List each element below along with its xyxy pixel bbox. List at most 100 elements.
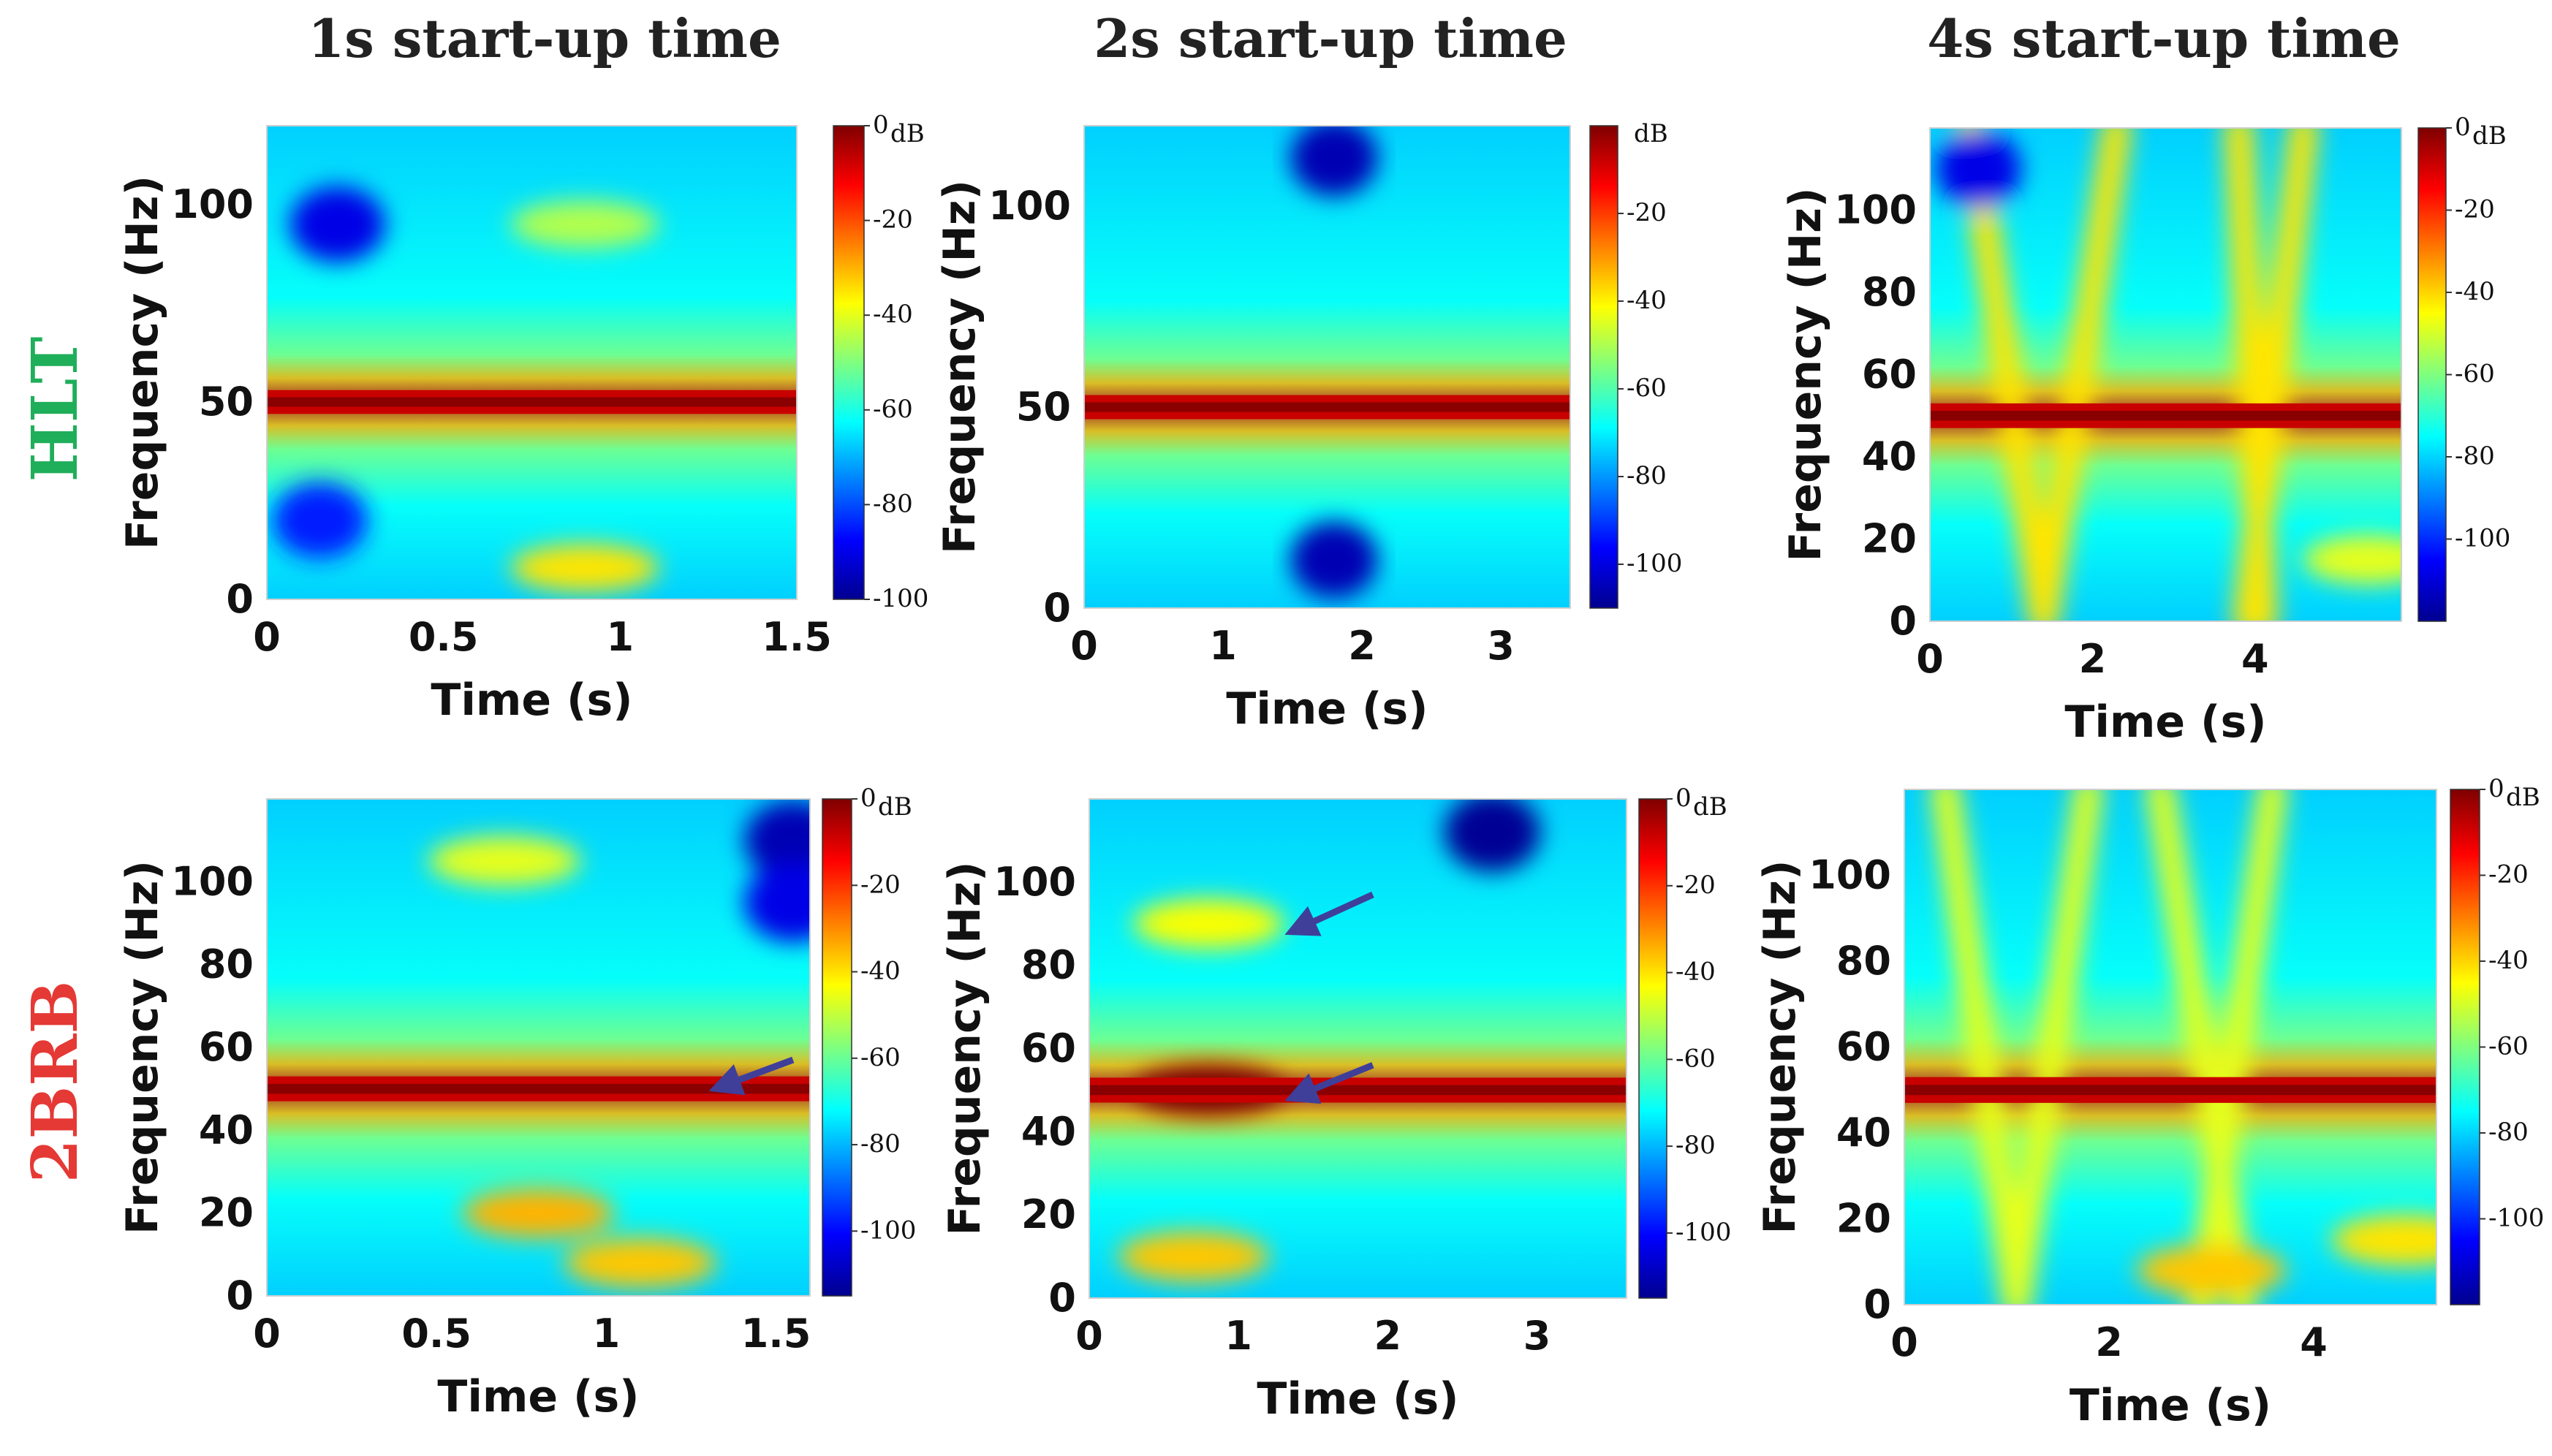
energy-blob	[2303, 534, 2401, 585]
y-tick-label: 0	[1863, 1281, 1891, 1327]
x-tick-label: 4	[2241, 636, 2269, 682]
colorbar-tick-label: -100	[2488, 1204, 2544, 1233]
heatmap-area	[1089, 799, 1627, 1298]
x-axis-label: Time (s)	[2064, 697, 2266, 748]
low-energy-patch	[272, 482, 368, 558]
x-axis-label: Time (s)	[431, 675, 632, 726]
y-tick-label: 0	[1048, 1275, 1076, 1321]
colorbar-tick-label: -40	[1627, 286, 1667, 315]
axes-frame	[266, 125, 798, 600]
axes-frame	[1904, 789, 2437, 1305]
x-tick-label: 0	[1890, 1319, 1918, 1365]
axes-frame	[266, 798, 811, 1297]
y-tick-label: 20	[1862, 516, 1917, 562]
y-tick-label: 80	[1021, 942, 1076, 988]
axes-frame	[1929, 127, 2402, 622]
low-energy-patch	[1290, 521, 1378, 599]
panel-2brb-1s: 0 0.5 1 1.5 0 20 40 60 80 100 Time (s) Frequency (H…	[117, 784, 916, 1422]
y-tick-label: 60	[199, 1024, 254, 1070]
colorbar-tick-label: -80	[1676, 1131, 1716, 1160]
colorbar-tick-label: -100	[860, 1216, 916, 1245]
harmonic-ridge	[2002, 789, 2103, 1305]
energy-blob	[2331, 1214, 2436, 1267]
colorbar-tick-label: -100	[873, 584, 928, 613]
harmonic-ridge	[1931, 789, 2032, 1305]
heatmap-area	[267, 126, 797, 599]
colorbar-unit: dB	[890, 119, 925, 148]
colorbar-tick-label: -20	[2488, 860, 2529, 890]
colorbar-tick-label: -20	[2455, 195, 2495, 224]
harmonic-ridge	[2029, 128, 2132, 621]
x-tick-label: 0	[253, 614, 281, 660]
x-tick-label: 1	[593, 1311, 621, 1357]
y-tick-label: 20	[1021, 1191, 1076, 1237]
row-label-2brb: 2BRB	[18, 981, 92, 1183]
x-tick-label: 1	[1209, 623, 1237, 669]
x-tick-label: 2	[1374, 1313, 1402, 1359]
y-axis-label: Frequency (Hz)	[934, 180, 985, 554]
y-tick-label: 100	[171, 181, 254, 227]
annotation-arrow	[708, 1056, 795, 1096]
column-title-1s: 1s start-up time	[308, 7, 781, 69]
panel-hlt-1s: 0 0.5 1 1.5 0 50 100 Time (s) Frequency (Hz) 0 -20…	[117, 110, 928, 726]
y-tick-label: 80	[1862, 269, 1917, 315]
y-tick-label: 0	[1043, 585, 1071, 631]
heatmap-area	[1930, 128, 2401, 621]
colorbar-unit: dB	[1693, 792, 1727, 822]
y-axis-label: Frequency (Hz)	[1780, 187, 1831, 561]
colorbar-unit: dB	[2472, 121, 2507, 151]
y-tick-label: 100	[171, 858, 254, 904]
colorbar-tick-label: -80	[1627, 461, 1667, 490]
row-label-hlt: HLT	[18, 337, 92, 482]
energy-blob	[428, 836, 581, 886]
x-tick-label: 3	[1523, 1313, 1551, 1359]
colorbar-tick-label: -80	[873, 489, 913, 518]
x-tick-label: 0	[1916, 636, 1944, 682]
annotation-arrow	[1284, 1062, 1374, 1104]
colorbar-tick-label: -40	[860, 957, 901, 986]
low-energy-patch	[1290, 126, 1378, 197]
x-tick-label: 4	[2300, 1319, 2328, 1365]
energy-blob	[564, 1237, 716, 1288]
colorbar-tick-label: -40	[2488, 946, 2529, 975]
y-tick-label: 40	[1021, 1108, 1076, 1154]
colorbar-tick-label: 0	[2488, 774, 2504, 803]
y-tick-label: 0	[226, 576, 254, 622]
colorbar-unit: dB	[2506, 783, 2540, 812]
energy-blob	[1133, 898, 1284, 949]
y-tick-label: 60	[1836, 1024, 1891, 1070]
y-tick-label: 100	[988, 183, 1071, 229]
y-tick-label: 100	[1809, 852, 1891, 898]
axes-frame	[1088, 798, 1627, 1299]
x-tick-label: 0	[1075, 1313, 1103, 1359]
y-axis-label: Frequency (Hz)	[117, 860, 168, 1235]
annotation-arrow	[1284, 891, 1374, 936]
colorbar-tick-label: -80	[2488, 1118, 2529, 1147]
colorbar-tick-label: 0	[2455, 113, 2471, 142]
colorbar-unit: dB	[1634, 119, 1668, 148]
harmonic-ridge	[2146, 789, 2257, 1305]
x-tick-label: 1.5	[741, 1311, 811, 1357]
x-axis-label: Time (s)	[2070, 1380, 2271, 1431]
colorbar-tick-label: -100	[1627, 549, 1682, 578]
y-tick-label: 40	[1862, 433, 1917, 479]
y-tick-label: 40	[1836, 1110, 1891, 1156]
colorbar-tick-label: -80	[2455, 441, 2495, 471]
colorbar-tick-label: -100	[2455, 524, 2510, 553]
harmonic-ridge	[2224, 128, 2278, 621]
colorbar	[1638, 798, 1667, 1299]
x-tick-label: 1	[607, 614, 635, 660]
colorbar-tick-label: -60	[860, 1043, 901, 1072]
harmonic-ridge	[2186, 789, 2287, 1305]
colorbar-tick-label: -20	[860, 870, 901, 899]
x-axis-label: Time (s)	[437, 1371, 639, 1422]
y-axis-label: Frequency (Hz)	[939, 861, 991, 1235]
panel-hlt-2s: 0 1 2 3 0 50 100 Time (s) Frequency (Hz) -20 -40 -6…	[934, 119, 1682, 735]
y-axis-label: Frequency (Hz)	[117, 175, 168, 550]
x-tick-label: 0	[1070, 623, 1098, 669]
x-axis-label: Time (s)	[1226, 683, 1428, 735]
x-tick-label: 3	[1487, 623, 1515, 669]
energy-blob	[2137, 1244, 2286, 1297]
